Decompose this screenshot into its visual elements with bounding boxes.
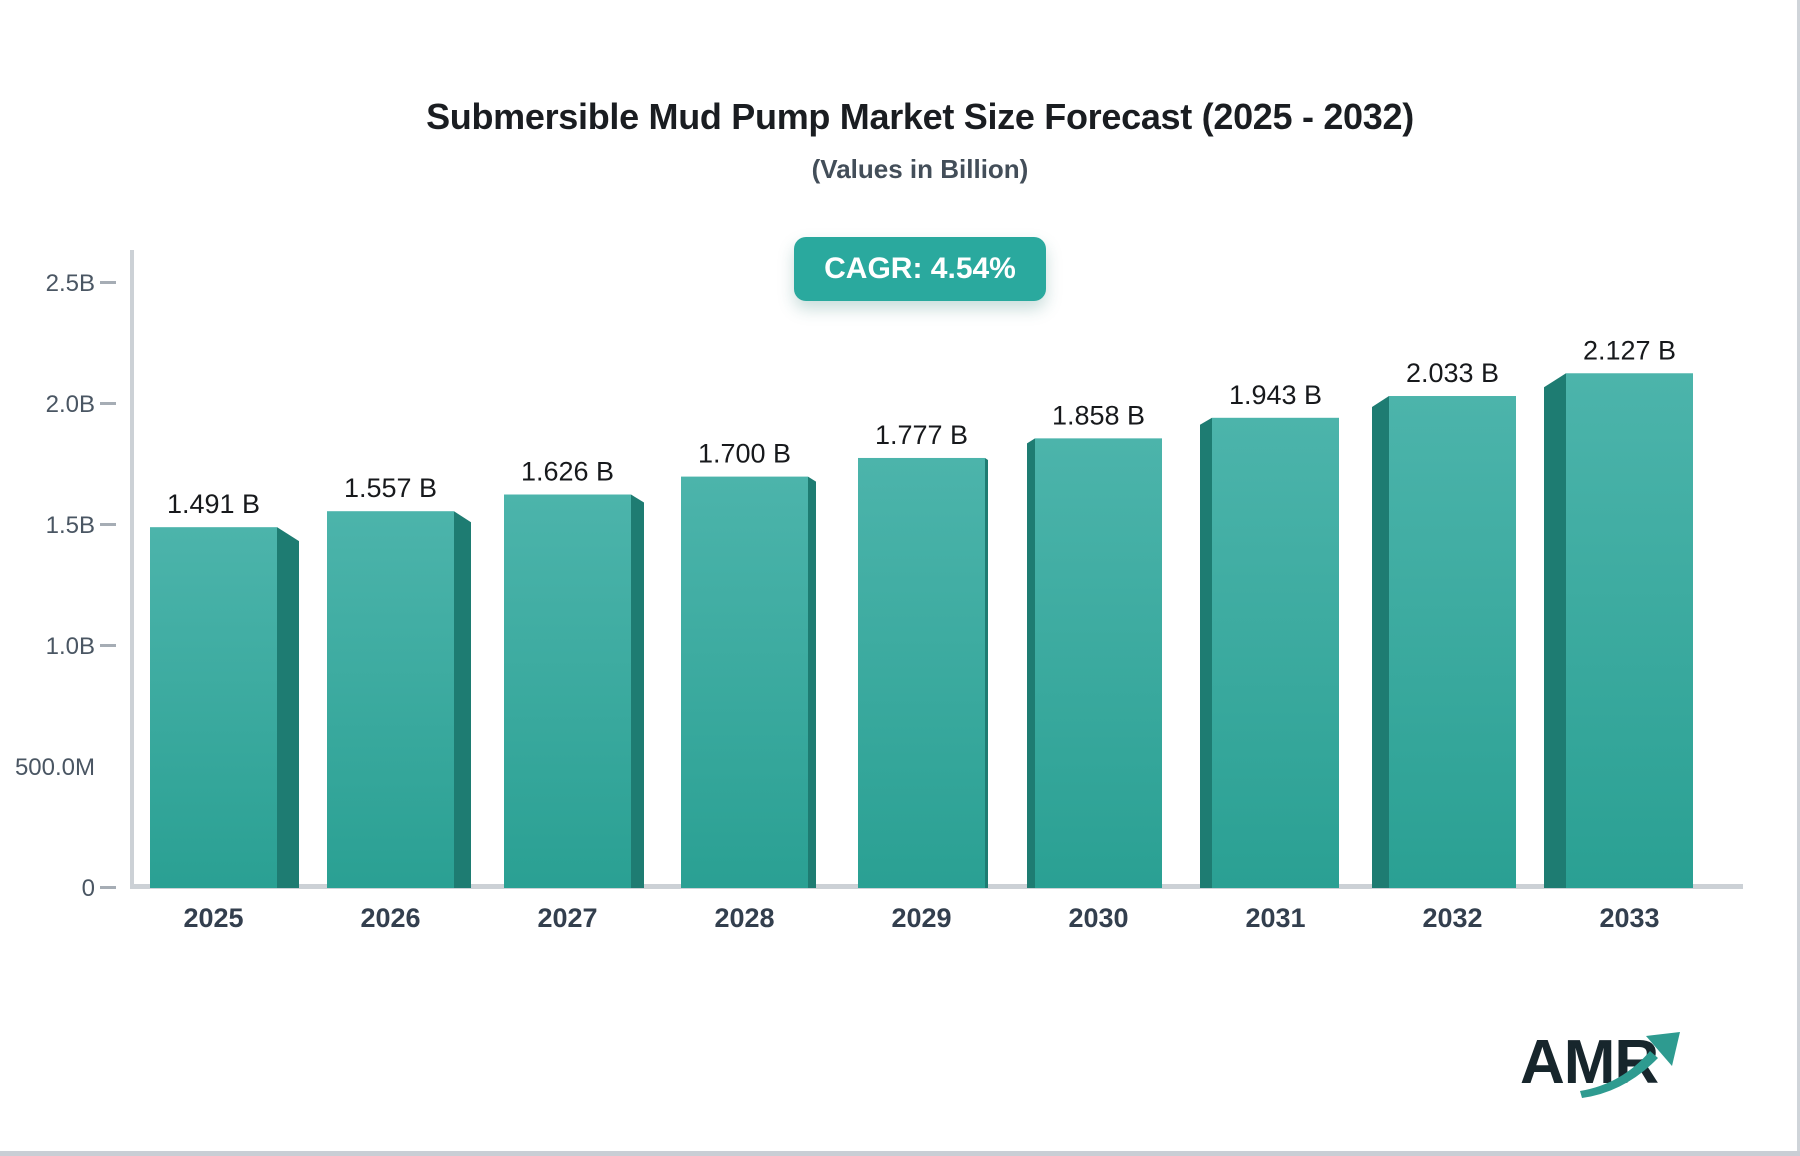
bar-2031-side[interactable] bbox=[1200, 417, 1212, 888]
bar-2033-side[interactable] bbox=[1544, 373, 1566, 888]
y-tick-label: 2.0B bbox=[46, 391, 95, 418]
y-tick-dash bbox=[100, 644, 116, 647]
x-axis-label: 2027 bbox=[537, 903, 597, 933]
bar-value-label: 1.777 B bbox=[875, 420, 968, 450]
bar-value-label: 1.700 B bbox=[698, 439, 791, 469]
x-axis-label: 2032 bbox=[1422, 903, 1482, 933]
bar-2031[interactable] bbox=[1212, 417, 1339, 888]
bar-2028-side[interactable] bbox=[808, 476, 816, 888]
x-axis-label: 2030 bbox=[1068, 903, 1128, 933]
chart-header: Submersible Mud Pump Market Size Forecas… bbox=[40, 0, 1800, 301]
bar-value-label: 2.127 B bbox=[1583, 335, 1676, 365]
logo-growth-arrow-icon bbox=[1580, 1032, 1680, 1098]
bar-2028[interactable] bbox=[681, 476, 808, 888]
bar-2032[interactable] bbox=[1389, 396, 1516, 888]
x-axis-label: 2026 bbox=[360, 903, 420, 933]
bar-2026-side[interactable] bbox=[454, 511, 471, 888]
bar-2027-side[interactable] bbox=[631, 494, 644, 888]
y-tick-dash bbox=[100, 523, 116, 526]
bar-value-label: 2.033 B bbox=[1406, 358, 1499, 388]
bar-2029[interactable] bbox=[858, 457, 985, 888]
y-tick-label: 0 bbox=[82, 875, 95, 902]
y-tick-label: 1.5B bbox=[46, 512, 95, 539]
chart-subtitle: (Values in Billion) bbox=[811, 154, 1029, 184]
bar-value-label: 1.626 B bbox=[521, 457, 614, 487]
bar-2029-side[interactable] bbox=[985, 457, 988, 888]
y-axis-line bbox=[130, 250, 134, 888]
bar-2025[interactable] bbox=[150, 527, 277, 888]
bar-2025-side[interactable] bbox=[277, 527, 299, 888]
bar-value-label: 1.557 B bbox=[344, 473, 437, 503]
bar-2026[interactable] bbox=[327, 511, 454, 888]
y-tick-label: 500.0M bbox=[15, 754, 95, 781]
bar-2027[interactable] bbox=[504, 494, 631, 888]
y-tick-dash bbox=[100, 886, 116, 889]
bar-2033[interactable] bbox=[1566, 373, 1693, 888]
page-bottom-edge bbox=[0, 1151, 1800, 1156]
bar-2030-side[interactable] bbox=[1027, 438, 1035, 888]
y-tick-dash bbox=[100, 281, 116, 284]
page-right-edge bbox=[1797, 0, 1800, 1156]
bar-2030[interactable] bbox=[1035, 438, 1162, 888]
amr-logo: AMR bbox=[1520, 1018, 1700, 1108]
x-axis-label: 2031 bbox=[1245, 903, 1305, 933]
x-axis-label: 2025 bbox=[183, 903, 243, 933]
bar-value-label: 1.858 B bbox=[1052, 400, 1145, 430]
y-tick-dash bbox=[100, 402, 116, 405]
cagr-badge: CAGR: 4.54% bbox=[794, 237, 1046, 301]
x-axis-label: 2028 bbox=[714, 903, 774, 933]
bar-value-label: 1.943 B bbox=[1229, 380, 1322, 410]
y-tick-label: 1.0B bbox=[46, 633, 95, 660]
bar-value-label: 1.491 B bbox=[167, 489, 260, 519]
x-axis-label: 2029 bbox=[891, 903, 951, 933]
amr-logo-text: AMR bbox=[1520, 1028, 1659, 1097]
y-tick-label: 2.5B bbox=[46, 270, 95, 297]
x-axis-label: 2033 bbox=[1599, 903, 1659, 933]
bar-2032-side[interactable] bbox=[1372, 396, 1389, 888]
chart-title: Submersible Mud Pump Market Size Forecas… bbox=[426, 96, 1414, 137]
